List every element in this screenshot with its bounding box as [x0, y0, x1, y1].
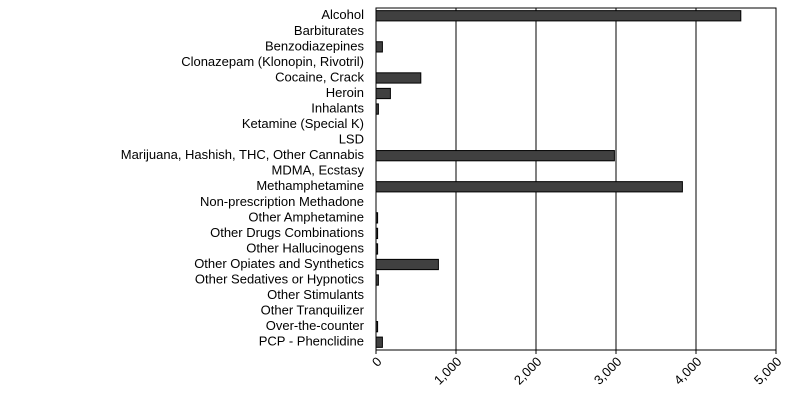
y-tick-label: Other Amphetamine [248, 209, 364, 224]
y-tick-label: Over-the-counter [266, 318, 365, 333]
y-tick-label: Other Hallucinogens [246, 240, 364, 255]
bar [375, 41, 383, 53]
bar [375, 212, 379, 224]
y-tick-label: LSD [339, 132, 364, 147]
x-tick-label: 0 [369, 354, 385, 370]
y-tick-label: Other Opiates and Synthetics [194, 256, 364, 271]
y-tick-label: Alcohol [321, 7, 364, 22]
bar [375, 227, 379, 240]
x-tick-label: 1,000 [431, 354, 465, 388]
bar [375, 10, 742, 22]
bar [375, 336, 383, 348]
bar [375, 258, 439, 271]
y-tick-label: Other Sedatives or Hypnotics [195, 271, 365, 286]
y-tick-label: Marijuana, Hashish, THC, Other Cannabis [121, 147, 365, 162]
y-tick-label: Non-prescription Methadone [200, 194, 364, 209]
x-tick-label: 5,000 [751, 354, 785, 388]
bar [375, 87, 391, 100]
bar [375, 150, 615, 162]
plot-frame [375, 7, 777, 351]
y-tick-label: Barbiturates [294, 23, 365, 38]
x-tick-label: 4,000 [671, 354, 705, 388]
bar [375, 243, 379, 255]
bar [375, 274, 379, 286]
y-tick-label: Other Drugs Combinations [210, 225, 364, 240]
bar [375, 72, 422, 84]
bar [375, 181, 683, 193]
y-tick-label: Clonazepam (Klonopin, Rivotril) [181, 54, 364, 69]
y-tick-label: Benzodiazepines [265, 38, 365, 53]
y-tick-label: PCP - Phenclidine [259, 334, 364, 349]
bar [375, 103, 379, 115]
y-tick-label: Inhalants [311, 100, 364, 115]
bar [375, 321, 379, 333]
y-tick-label: Cocaine, Crack [275, 69, 364, 84]
y-tick-label: Methamphetamine [256, 178, 364, 193]
y-tick-label: Heroin [326, 85, 364, 100]
x-tick-label: 3,000 [591, 354, 625, 388]
y-tick-label: Other Stimulants [267, 287, 364, 302]
y-tick-label: Ketamine (Special K) [242, 116, 364, 131]
y-tick-label: Other Tranquilizer [261, 303, 365, 318]
x-tick-label: 2,000 [511, 354, 545, 388]
y-tick-label: MDMA, Ecstasy [272, 163, 365, 178]
